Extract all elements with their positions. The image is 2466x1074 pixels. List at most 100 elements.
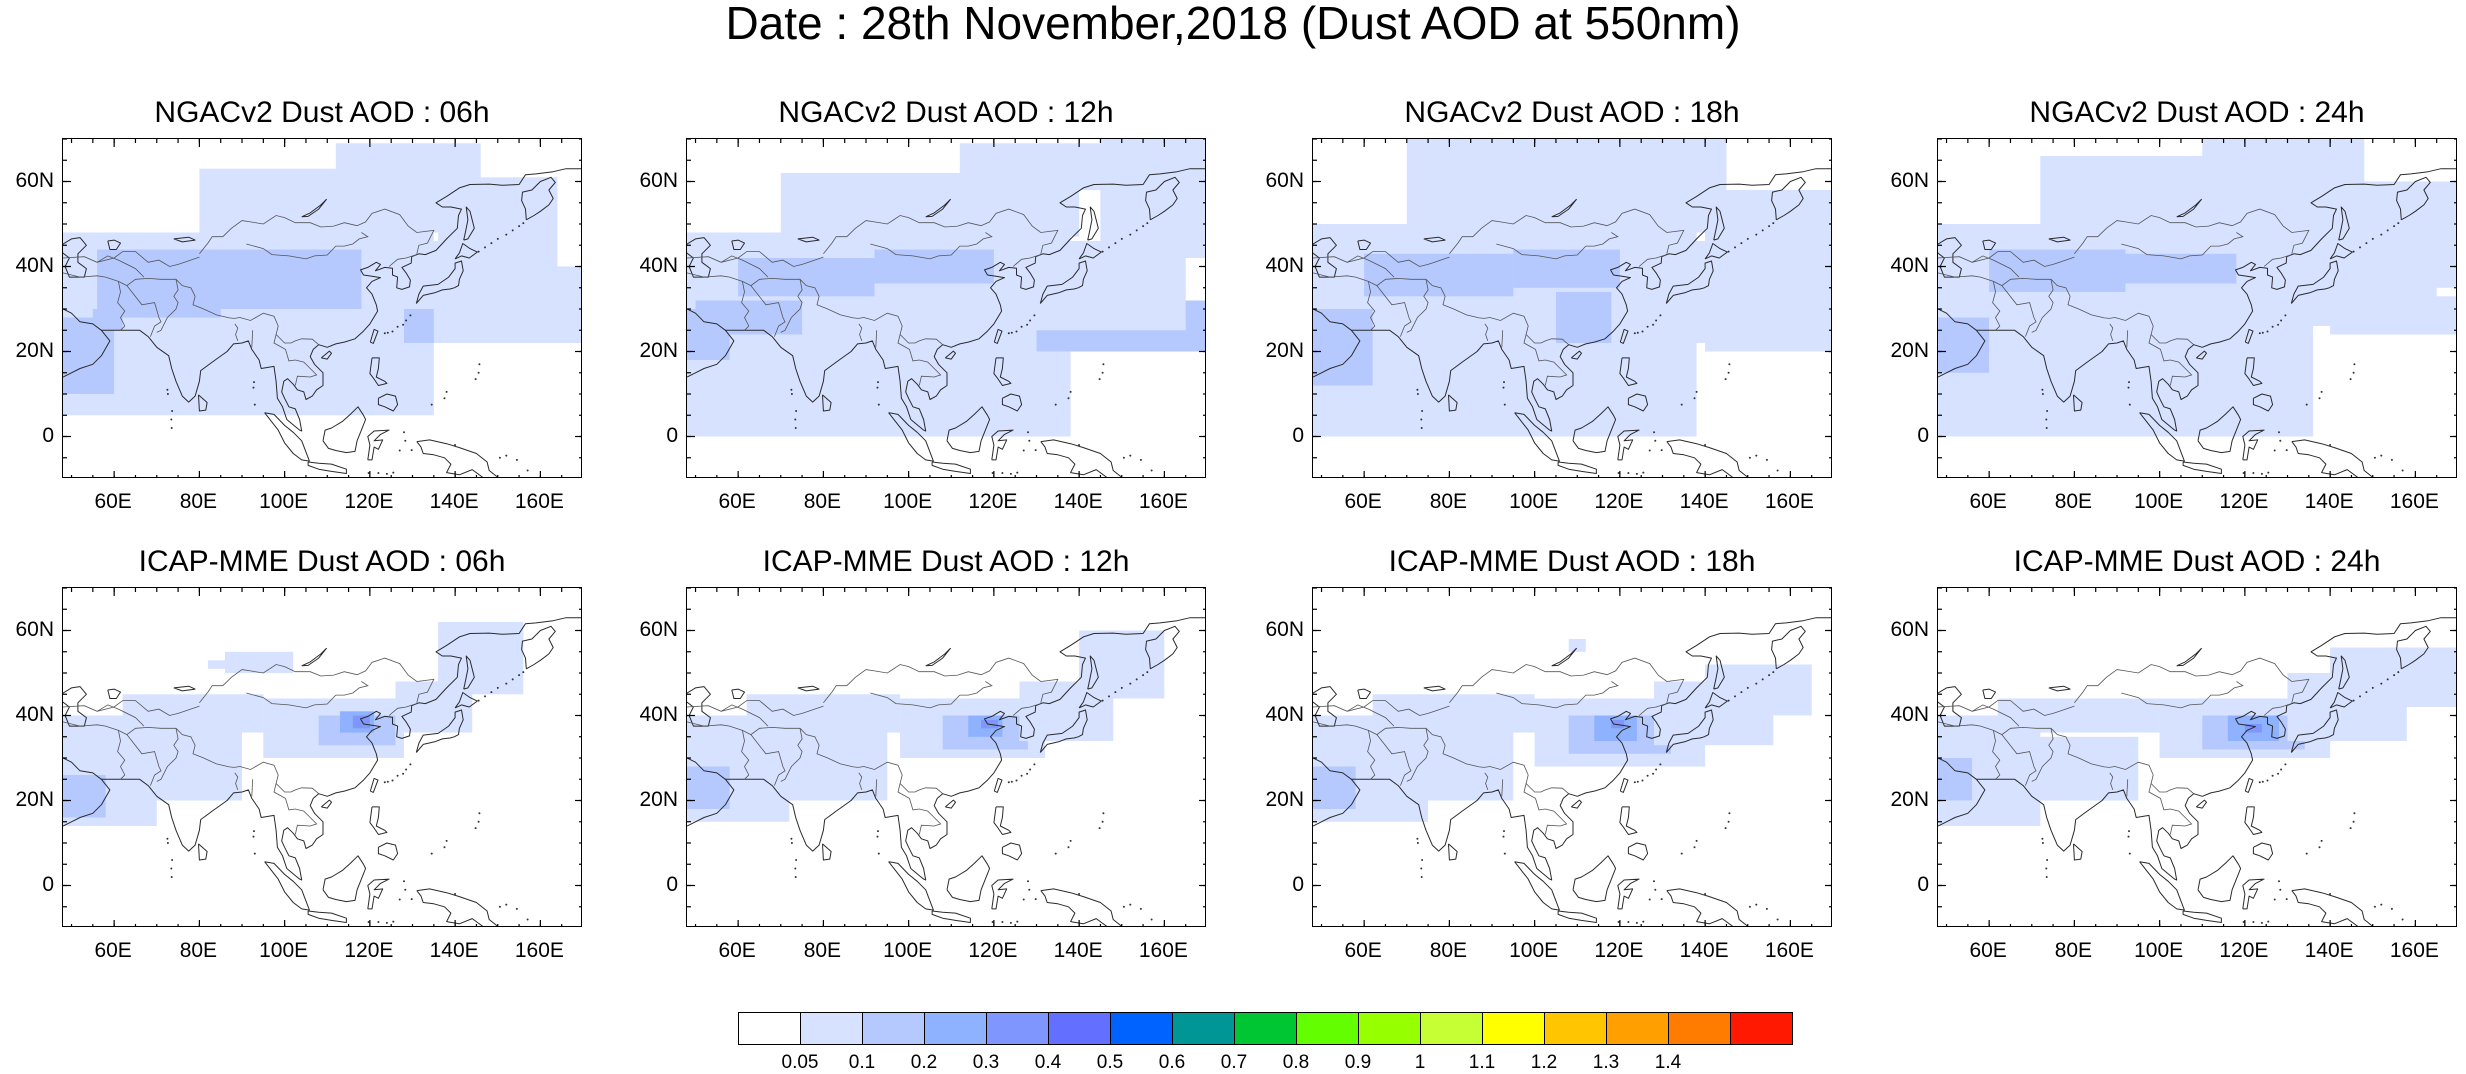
longitude-tick-label: 120E (1594, 939, 1644, 962)
dust-field (1364, 253, 1514, 297)
colorbar-label: 0.9 (1344, 1052, 1372, 1073)
latitude-tick-label: 20N (15, 787, 54, 811)
longitude-tick-label: 80E (2054, 939, 2093, 962)
islands (2041, 671, 2404, 924)
map-panel-2: NGACv2 Dust AOD : 12h 60N 40N 20N 0 60E 80E 100… (639, 96, 1206, 513)
dust-field (959, 143, 1105, 191)
main-title: Date : 28th November,2018 (Dust AOD at 5… (725, 0, 1741, 49)
country-borders (63, 208, 435, 386)
dust-field (874, 249, 1003, 284)
panel-title: ICAP-MME Dust AOD : 12h (762, 545, 1130, 578)
map-panel-7: ICAP-MME Dust AOD : 18h 60N 40N 20N 0 60E 80E 1… (1265, 545, 1832, 962)
tick-marks (687, 139, 1205, 477)
tick-marks (1938, 588, 2456, 926)
latitude-tick-label: 0 (42, 872, 54, 896)
dust-field (1568, 639, 1586, 652)
map-panel-5: ICAP-MME Dust AOD : 06h 60N 40N 20N 0 60E 80E 1… (15, 545, 582, 962)
colorbar-label: 0.7 (1220, 1052, 1248, 1073)
dust-field (1619, 241, 1816, 343)
latitude-tick-label: 20N (1890, 787, 1929, 811)
colorbar-swatch (1234, 1012, 1297, 1045)
colorbar-label: 1.2 (1530, 1052, 1558, 1073)
colorbar-label: 1.4 (1654, 1052, 1682, 1073)
colorbar-label: 0.8 (1282, 1052, 1310, 1073)
dust-aod-map (1313, 139, 1831, 477)
tick-marks (687, 588, 1205, 926)
map-frame (62, 138, 582, 478)
colorbar-swatch (862, 1012, 925, 1045)
colorbar-swatch (1048, 1012, 1111, 1045)
coastlines (1938, 168, 2456, 477)
latitude-tick-label: 60N (1890, 617, 1929, 641)
map-panel-4: NGACv2 Dust AOD : 24h 60N 40N 20N 0 60E 80E 100… (1890, 96, 2457, 513)
panel-title: NGACv2 Dust AOD : 12h (778, 96, 1114, 129)
latitude-tick-label: 20N (1890, 338, 1929, 362)
colorbar-label: 0.2 (910, 1052, 938, 1073)
country-borders (1938, 208, 2310, 386)
longitude-tick-label: 140E (1053, 490, 1103, 513)
dust-field (2125, 253, 2245, 284)
dust-field (1556, 292, 1612, 343)
islands (2041, 222, 2404, 475)
colorbar-swatch (1358, 1012, 1421, 1045)
longitude-tick-label: 160E (2389, 490, 2439, 513)
dust-field (63, 775, 106, 818)
latitude-tick-label: 60N (15, 617, 54, 641)
longitude-tick-label: 120E (968, 490, 1018, 513)
dust-field (1989, 249, 2126, 292)
latitude-tick-label: 20N (1265, 787, 1304, 811)
panel-title: NGACv2 Dust AOD : 06h (154, 96, 490, 129)
dust-field (433, 266, 581, 343)
longitude-tick-label: 60E (1344, 939, 1382, 962)
panel-title: NGACv2 Dust AOD : 18h (1404, 96, 1740, 129)
map-frame (1937, 138, 2457, 478)
longitude-tick-label: 60E (1344, 490, 1382, 513)
dust-field (122, 694, 264, 733)
longitude-tick-label: 100E (1509, 939, 1559, 962)
colorbar-swatch (1668, 1012, 1731, 1045)
dust-field (1938, 317, 1990, 373)
islands (790, 671, 1153, 924)
longitude-tick-label: 100E (259, 490, 309, 513)
latitude-tick-label: 60N (1890, 168, 1929, 192)
longitude-tick-label: 120E (344, 490, 394, 513)
coastlines (63, 168, 581, 477)
dust-field (2330, 647, 2456, 707)
latitude-tick-label: 0 (666, 872, 678, 896)
longitude-tick-label: 140E (2304, 490, 2354, 513)
dust-field (695, 300, 803, 335)
dust-field (746, 694, 901, 733)
longitude-tick-label: 100E (883, 939, 933, 962)
colorbar-swatch (1420, 1012, 1483, 1045)
dust-aod-map (687, 139, 1205, 477)
dust-field (2236, 241, 2437, 326)
longitude-tick-label: 120E (968, 939, 1018, 962)
longitude-tick-label: 120E (344, 939, 394, 962)
colorbar-label: 0.5 (1096, 1052, 1124, 1073)
colorbar-swatch (1730, 1012, 1793, 1045)
dust-aod-map (1313, 588, 1831, 926)
dust-field (114, 279, 221, 318)
country-borders (687, 657, 1059, 835)
latitude-tick-label: 0 (1292, 423, 1304, 447)
latitude-tick-label: 40N (639, 253, 678, 277)
dust-aod-map (687, 588, 1205, 926)
dust-field (738, 258, 875, 297)
longitude-tick-label: 80E (1429, 490, 1468, 513)
longitude-tick-label: 160E (1138, 939, 1188, 962)
colorbar-swatch (986, 1012, 1049, 1045)
longitude-tick-label: 80E (2054, 490, 2093, 513)
tick-marks (63, 588, 581, 926)
colorbar-label: 0.4 (1034, 1052, 1062, 1073)
colorbar-label: 1.3 (1592, 1052, 1620, 1073)
latitude-tick-label: 40N (639, 702, 678, 726)
latitude-tick-label: 0 (666, 423, 678, 447)
longitude-tick-label: 60E (94, 939, 132, 962)
dust-field (993, 241, 1186, 331)
latitude-tick-label: 0 (42, 423, 54, 447)
map-frame (1312, 138, 1832, 478)
country-borders (1313, 657, 1685, 835)
coastlines (63, 617, 581, 926)
longitude-tick-label: 140E (1679, 939, 1729, 962)
colorbar-label: 0.3 (972, 1052, 1000, 1073)
